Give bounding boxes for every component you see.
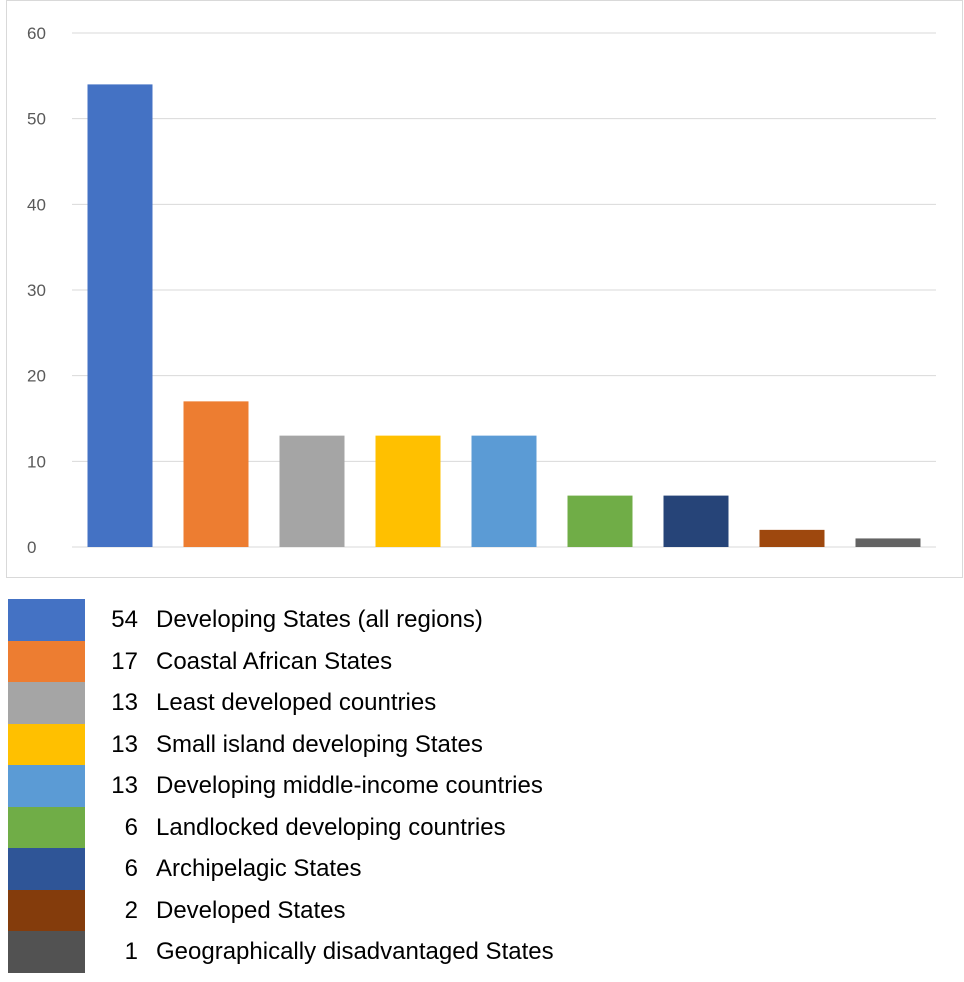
legend-item: 2 Developed States (8, 889, 948, 932)
bar (855, 538, 921, 547)
bar (759, 529, 825, 547)
legend: 54 Developing States (all regions) 17 Co… (8, 599, 948, 973)
legend-value: 13 (111, 730, 138, 758)
legend-swatch (8, 682, 85, 724)
legend-value: 2 (124, 896, 138, 924)
legend-item: 6 Archipelagic States (8, 848, 948, 890)
y-tick-label: 0 (27, 538, 36, 557)
legend-swatch (8, 848, 85, 890)
legend-label: Small island developing States (156, 730, 483, 758)
bar (375, 435, 441, 547)
legend-swatch (8, 931, 85, 973)
bar (279, 435, 345, 547)
bars (87, 84, 921, 548)
legend-label: Least developed countries (156, 689, 437, 716)
legend-item: 13 Developing middle-income countries (8, 765, 948, 807)
legend-swatch (8, 599, 85, 641)
legend-item: 1 Geographically disadvantaged States (8, 931, 948, 973)
legend-value: 54 (111, 606, 138, 633)
legend-label: Geographically disadvantaged States (156, 938, 554, 965)
legend-swatch (8, 723, 85, 766)
y-tick-label: 30 (27, 281, 46, 300)
legend-value: 1 (124, 938, 138, 965)
bar-chart: 0 10 20 30 40 50 60 (27, 24, 936, 557)
legend-label: Coastal African States (156, 647, 393, 675)
legend-label: Developing States (all regions) (156, 606, 483, 633)
legend-item: 17 Coastal African States (8, 640, 948, 683)
legend-label: Developed States (156, 896, 346, 924)
bar (663, 495, 729, 547)
legend-value: 6 (124, 813, 138, 841)
y-tick-label: 40 (27, 195, 46, 214)
legend-swatch (8, 806, 85, 849)
legend-item: 13 Small island developing States (8, 723, 948, 766)
bar (471, 435, 537, 547)
legend-item: 54 Developing States (all regions) (8, 599, 948, 641)
legend-value: 17 (111, 647, 138, 675)
legend-value: 13 (111, 772, 138, 799)
y-tick-label: 60 (27, 24, 46, 43)
legend-label: Landlocked developing countries (156, 813, 506, 841)
chart-area: 0 10 20 30 40 50 60 (6, 0, 963, 578)
legend-swatch (8, 889, 85, 932)
legend-swatch (8, 640, 85, 683)
legend-swatch (8, 765, 85, 807)
legend-label: Developing middle-income countries (156, 772, 543, 799)
bar (183, 401, 249, 547)
legend-item: 13 Least developed countries (8, 682, 948, 724)
bar (567, 495, 633, 547)
y-axis-ticks: 0 10 20 30 40 50 60 (27, 24, 46, 557)
y-tick-label: 10 (27, 452, 46, 471)
legend-value: 6 (124, 855, 138, 882)
y-tick-label: 50 (27, 110, 46, 129)
legend-label: Archipelagic States (156, 855, 362, 882)
legend-item: 6 Landlocked developing countries (8, 806, 948, 849)
bar (87, 84, 153, 548)
legend-value: 13 (111, 689, 138, 716)
y-tick-label: 20 (27, 367, 46, 386)
